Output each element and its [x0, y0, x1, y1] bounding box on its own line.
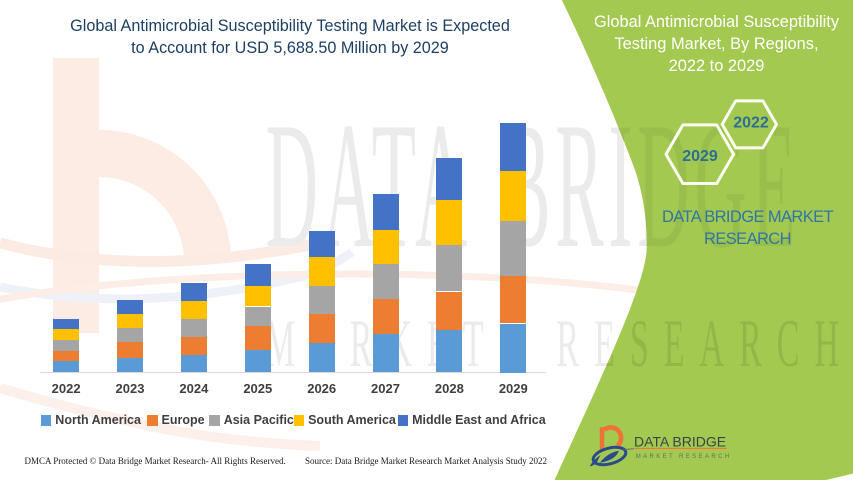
svg-text:DATA BRIDGE: DATA BRIDGE	[634, 433, 726, 449]
svg-text:2029: 2029	[682, 148, 718, 165]
svg-text:2022: 2022	[733, 115, 769, 132]
svg-text:MARKET RESEARCH: MARKET RESEARCH	[636, 454, 732, 460]
